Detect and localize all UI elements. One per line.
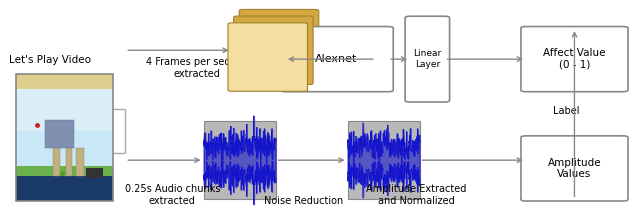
Bar — [204, 121, 276, 199]
FancyBboxPatch shape — [521, 136, 628, 201]
Text: Label: Label — [554, 106, 580, 116]
Bar — [348, 121, 419, 199]
Text: Alexnet: Alexnet — [316, 54, 358, 64]
Text: 0.25s Audio chunks
extracted: 0.25s Audio chunks extracted — [125, 184, 220, 205]
Bar — [76, 148, 84, 176]
Text: Noise Reduction: Noise Reduction — [264, 196, 343, 205]
Bar — [16, 74, 113, 201]
Text: Amplitude Extracted
and Normalized: Amplitude Extracted and Normalized — [366, 184, 467, 205]
Bar — [86, 168, 103, 178]
Bar — [45, 120, 74, 148]
Bar — [16, 74, 113, 89]
FancyBboxPatch shape — [239, 9, 319, 78]
Bar — [66, 140, 72, 176]
Text: Let's Play Video: Let's Play Video — [9, 55, 91, 65]
Bar — [16, 74, 113, 169]
FancyBboxPatch shape — [521, 27, 628, 92]
Text: Affect Value
(0 - 1): Affect Value (0 - 1) — [543, 48, 605, 70]
Bar — [16, 166, 113, 178]
FancyBboxPatch shape — [228, 23, 307, 91]
Bar — [16, 176, 113, 201]
FancyBboxPatch shape — [405, 16, 449, 102]
FancyBboxPatch shape — [234, 16, 313, 84]
Text: Linear
Layer: Linear Layer — [413, 50, 442, 69]
Bar — [16, 74, 113, 131]
Text: Amplitude
Values: Amplitude Values — [548, 158, 601, 179]
Text: 4 Frames per second
extracted: 4 Frames per second extracted — [147, 57, 248, 79]
FancyBboxPatch shape — [280, 27, 393, 92]
Bar — [52, 131, 60, 176]
